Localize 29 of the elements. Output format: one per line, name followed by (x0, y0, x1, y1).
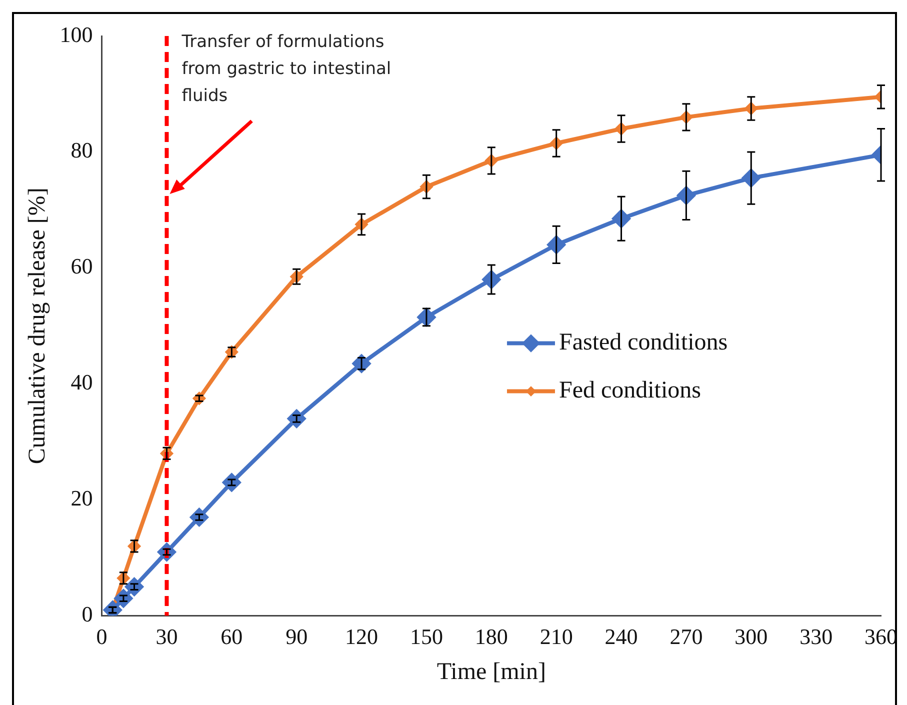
x-axis-title: Time [min] (436, 658, 546, 685)
x-tick-label: 60 (220, 624, 243, 649)
y-tick-label: 60 (70, 254, 93, 279)
point (288, 410, 306, 428)
y-axis-title: Cumulative drug release [%] (24, 188, 51, 464)
x-tick-label: 30 (156, 624, 178, 649)
legend-label: Fasted conditions (558, 330, 728, 356)
x-tick-label: 210 (540, 624, 573, 649)
point (125, 578, 144, 596)
y-tick-label: 20 (70, 486, 93, 511)
x-tick-label: 330 (800, 624, 833, 649)
x-tick-label: 150 (410, 624, 443, 649)
x-tick-label: 270 (670, 624, 703, 649)
ref-line-label: Transfer of formulations from gastric to intestinal fluids (180, 32, 392, 106)
x-tick-label: 180 (474, 624, 508, 649)
x-tick-label: 240 (604, 624, 638, 649)
x-tick-label: 90 (286, 624, 308, 649)
y-tick-label: 40 (70, 370, 93, 395)
y-tick-label: 100 (60, 22, 93, 47)
y-tick-label: 80 (70, 138, 93, 163)
point (352, 354, 371, 373)
legend-label: Fed conditions (558, 378, 701, 404)
y-tick-label: 0 (82, 602, 93, 627)
point (193, 392, 206, 404)
x-tick-label: 300 (734, 624, 768, 649)
point (222, 473, 241, 492)
x-tick-label: 120 (345, 624, 378, 649)
point (190, 508, 208, 526)
point (114, 589, 132, 608)
